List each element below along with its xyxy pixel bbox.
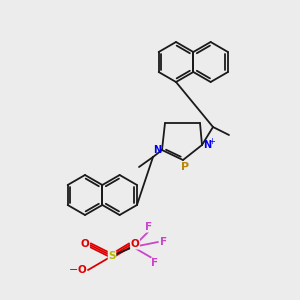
Text: S: S xyxy=(108,251,116,261)
Text: F: F xyxy=(152,258,159,268)
Text: O: O xyxy=(81,239,89,249)
Text: +: + xyxy=(208,136,215,146)
Text: P: P xyxy=(181,162,189,172)
Text: −: − xyxy=(69,265,79,275)
Text: O: O xyxy=(130,239,140,249)
Text: N: N xyxy=(153,145,161,155)
Text: F: F xyxy=(160,237,168,247)
Text: O: O xyxy=(78,265,86,275)
Text: F: F xyxy=(146,222,153,232)
Text: N: N xyxy=(203,140,211,150)
